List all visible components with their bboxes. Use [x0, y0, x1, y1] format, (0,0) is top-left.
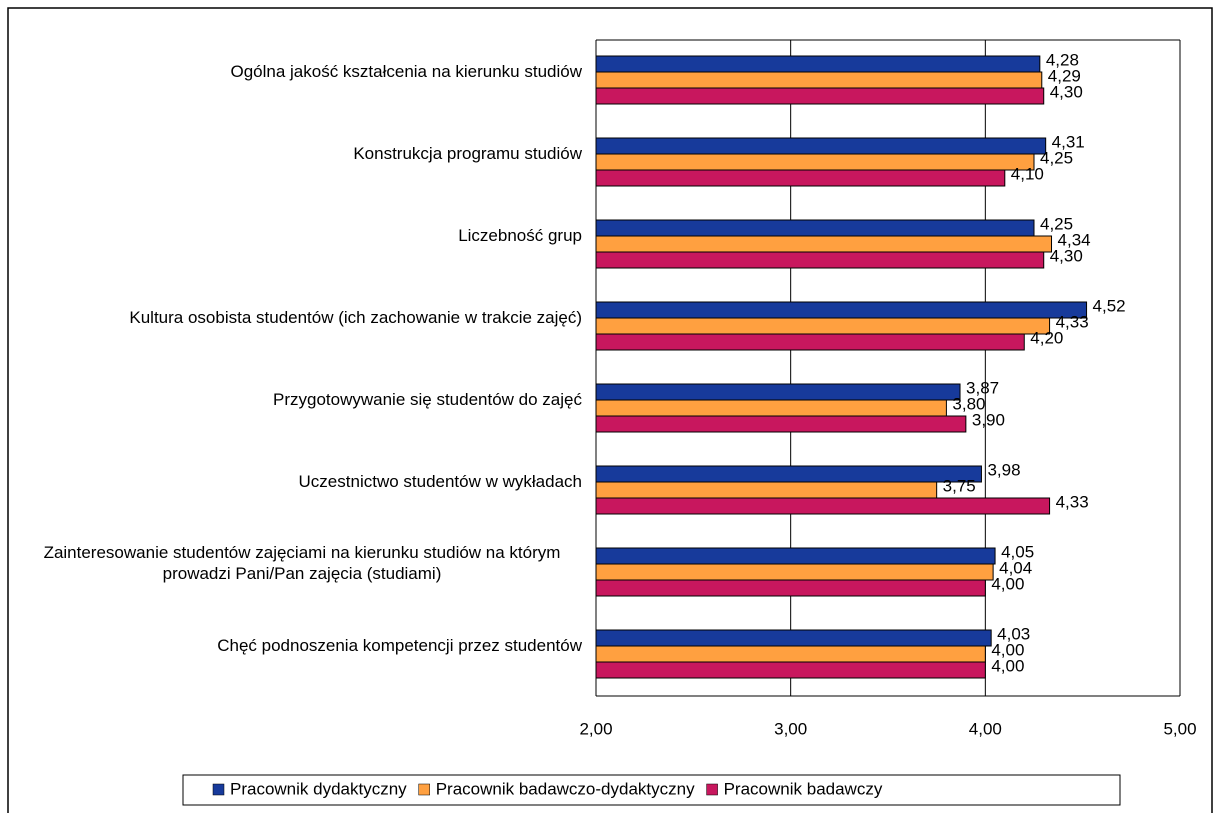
category-label: Liczebność grup: [10, 225, 582, 246]
bar: [595, 497, 1051, 515]
bar: [595, 251, 1045, 269]
legend-label: Pracownik dydaktyczny: [230, 779, 407, 798]
value-label: 4,20: [1030, 328, 1063, 347]
value-label: 3,80: [952, 394, 985, 413]
bar: [595, 415, 967, 433]
legend-swatch: [418, 783, 430, 796]
x-tick-label: 2,00: [579, 719, 612, 738]
bar: [595, 629, 992, 647]
category-label: Konstrukcja programu studiów: [10, 143, 582, 164]
x-tick-label: 3,00: [774, 719, 807, 738]
category-text: Liczebność grup: [458, 225, 582, 245]
category-label: Chęć podnoszenia kompetencji przez stude…: [10, 635, 582, 656]
category-text: Kultura osobista studentów (ich zachowan…: [129, 307, 582, 327]
value-label: 4,52: [1093, 296, 1126, 315]
bar: [595, 317, 1051, 335]
bar: [595, 219, 1035, 237]
legend-swatch: [212, 783, 225, 796]
value-label: 4,33: [1056, 312, 1089, 331]
value-label: 4,30: [1050, 82, 1083, 101]
legend-box: [182, 774, 1121, 806]
bar: [595, 661, 986, 679]
value-label: 3,75: [943, 476, 976, 495]
category-text: Ogólna jakość kształcenia na kierunku st…: [230, 61, 582, 81]
category-text: Uczestnictwo studentów w wykładach: [298, 471, 582, 491]
value-label: 4,25: [1040, 148, 1073, 167]
legend-swatch: [706, 783, 718, 796]
value-label: 3,87: [966, 378, 999, 397]
bar: [595, 71, 1043, 89]
category-label: Uczestnictwo studentów w wykładach: [10, 471, 582, 492]
category-label: Kultura osobista studentów (ich zachowan…: [10, 307, 582, 328]
bar: [595, 383, 961, 401]
value-label: 4,05: [1001, 542, 1034, 561]
x-tick-label: 5,00: [1163, 719, 1196, 738]
bar: [595, 563, 994, 581]
value-label: 4,34: [1058, 230, 1091, 249]
bar: [595, 169, 1006, 187]
bar: [595, 579, 986, 597]
value-label: 4,03: [997, 624, 1030, 643]
legend-label: Pracownik badawczy: [724, 779, 883, 798]
bar: [595, 465, 982, 483]
value-label: 3,90: [972, 410, 1005, 429]
frame: [7, 7, 1213, 813]
category-label: Ogólna jakość kształcenia na kierunku st…: [10, 61, 582, 82]
value-label: 4,00: [991, 574, 1024, 593]
category-label: Przygotowywanie się studentów do zajęć: [10, 389, 582, 410]
value-label: 4,33: [1056, 492, 1089, 511]
value-label: 4,29: [1048, 66, 1081, 85]
value-label: 4,28: [1046, 50, 1079, 69]
value-label: 4,30: [1050, 246, 1083, 265]
bar: [595, 645, 986, 663]
bar: [595, 87, 1045, 105]
value-label: 4,00: [991, 656, 1024, 675]
value-label: 4,10: [1011, 164, 1044, 183]
bar: [595, 153, 1035, 171]
category-text: Chęć podnoszenia kompetencji przez stude…: [217, 635, 582, 655]
bar: [595, 235, 1053, 253]
bar: [595, 301, 1088, 319]
bar: [595, 547, 996, 565]
value-label: 4,04: [999, 558, 1032, 577]
value-label: 4,25: [1040, 214, 1073, 233]
legend-label: Pracownik badawczo-dydaktyczny: [436, 779, 695, 798]
value-label: 3,98: [987, 460, 1020, 479]
category-label: Zainteresowanie studentów zajęciami na k…: [10, 542, 582, 584]
category-text: Zainteresowanie studentów zajęciami na k…: [43, 543, 561, 583]
bar: [595, 333, 1025, 351]
bar: [595, 481, 938, 499]
bar: [595, 399, 947, 417]
category-text: Konstrukcja programu studiów: [353, 143, 582, 163]
value-label: 4,31: [1052, 132, 1085, 151]
category-text: Przygotowywanie się studentów do zajęć: [273, 389, 582, 409]
value-label: 4,00: [991, 640, 1024, 659]
bar: [595, 137, 1047, 155]
x-tick-label: 4,00: [969, 719, 1002, 738]
bar: [595, 55, 1041, 73]
